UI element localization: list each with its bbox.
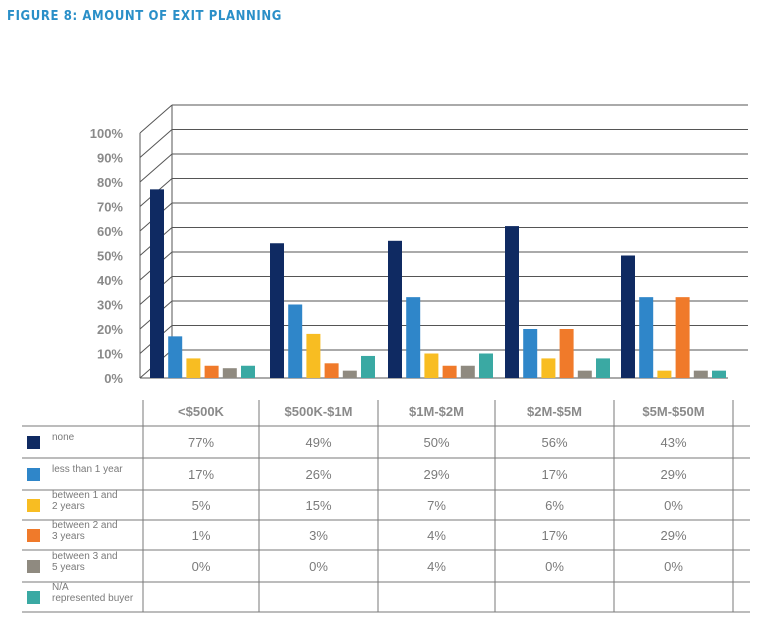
- bar-n-a-represented-buyer: [596, 358, 610, 378]
- table-cell: 26%: [305, 467, 331, 482]
- category-label: $5M-$50M: [642, 404, 704, 419]
- table-cell: 56%: [541, 435, 567, 450]
- bar-between-1-and-2-years: [541, 358, 556, 378]
- category-label: $500K-$1M: [285, 404, 353, 419]
- table-cell: 0%: [664, 559, 683, 574]
- bar-between-1-and-2-years: [657, 370, 672, 378]
- y-tick-label: 0%: [104, 371, 123, 386]
- legend-label: 2 years: [52, 501, 85, 512]
- table-cell: 1%: [192, 528, 211, 543]
- table-cell: 43%: [660, 435, 686, 450]
- category-label: $2M-$5M: [527, 404, 582, 419]
- legend-label: between 1 and: [52, 490, 118, 501]
- bar-none: [621, 255, 635, 378]
- table-cell: 0%: [664, 498, 683, 513]
- bar-between-1-and-2-years: [424, 353, 439, 378]
- table-cell: 3%: [309, 528, 328, 543]
- legend-swatch: [27, 591, 40, 604]
- table-cell: 0%: [545, 559, 564, 574]
- bar-between-2-and-3-years: [204, 365, 219, 378]
- bar-between-2-and-3-years: [324, 363, 339, 378]
- y-tick-label: 90%: [97, 151, 123, 166]
- legend-swatch: [27, 436, 40, 449]
- bar-less-than-1-year: [639, 297, 654, 378]
- bar-between-1-and-2-years: [306, 333, 321, 378]
- table-cell: 50%: [423, 435, 449, 450]
- y-tick-label: 80%: [97, 175, 123, 190]
- table-cell: 17%: [188, 467, 214, 482]
- bar-between-3-and-5-years: [460, 365, 475, 378]
- bar-none: [150, 189, 164, 378]
- table-cell: 4%: [427, 559, 446, 574]
- bar-less-than-1-year: [406, 297, 421, 378]
- bar-less-than-1-year: [288, 304, 303, 378]
- category-label: <$500K: [178, 404, 225, 419]
- grid-diag-80: [139, 153, 173, 183]
- legend-swatch: [27, 560, 40, 573]
- y-tick-label: 70%: [97, 200, 123, 215]
- legend-label: N/A: [52, 582, 69, 593]
- table-cell: 0%: [192, 559, 211, 574]
- legend-swatch: [27, 468, 40, 481]
- table-cell: 7%: [427, 498, 446, 513]
- bar-n-a-represented-buyer: [479, 353, 493, 378]
- legend-swatch: [27, 499, 40, 512]
- legend-label: between 3 and: [52, 551, 118, 562]
- grid-diag-100: [139, 104, 173, 134]
- bar-none: [270, 243, 284, 378]
- legend-swatch: [27, 529, 40, 542]
- grid-diag-90: [139, 129, 173, 158]
- table-cell: 29%: [660, 528, 686, 543]
- legend-label: 3 years: [52, 531, 85, 542]
- y-tick-label: 50%: [97, 249, 123, 264]
- table-cell: 77%: [188, 435, 214, 450]
- legend-label: between 2 and: [52, 520, 118, 531]
- bar-less-than-1-year: [523, 329, 538, 378]
- figure-title: FIGURE 8: AMOUNT OF EXIT PLANNING: [7, 9, 282, 24]
- y-tick-label: 30%: [97, 298, 123, 313]
- table-cell: 15%: [305, 498, 331, 513]
- y-tick-label: 40%: [97, 273, 123, 288]
- y-tick-label: 100%: [90, 126, 124, 141]
- table-cell: 29%: [660, 467, 686, 482]
- table-cell: 17%: [541, 467, 567, 482]
- bar-n-a-represented-buyer: [712, 370, 726, 378]
- bar-between-3-and-5-years: [577, 370, 592, 378]
- legend-label: 5 years: [52, 562, 85, 573]
- bars: [150, 189, 726, 378]
- bar-between-2-and-3-years: [675, 297, 690, 378]
- bar-between-3-and-5-years: [342, 370, 357, 378]
- table-cell: 4%: [427, 528, 446, 543]
- table-cell: 49%: [305, 435, 331, 450]
- bar-between-2-and-3-years: [559, 329, 574, 378]
- bar-less-than-1-year: [168, 336, 183, 378]
- bar-between-2-and-3-years: [442, 365, 457, 378]
- bar-n-a-represented-buyer: [241, 365, 255, 378]
- bar-between-3-and-5-years: [222, 368, 237, 378]
- grid-lines: [139, 104, 748, 379]
- bar-between-3-and-5-years: [693, 370, 708, 378]
- data-table: <$500K $500K-$1M $1M-$2M $2M-$5M $5M-$50M non…: [22, 400, 750, 613]
- legend-label: none: [52, 432, 75, 443]
- table-cell: 5%: [192, 498, 211, 513]
- category-label: $1M-$2M: [409, 404, 464, 419]
- bar-between-1-and-2-years: [186, 358, 201, 378]
- bar-n-a-represented-buyer: [361, 355, 375, 378]
- bar-none: [388, 240, 402, 378]
- table-cell: 29%: [423, 467, 449, 482]
- table-cell: 0%: [309, 559, 328, 574]
- bar-none: [505, 226, 519, 378]
- y-tick-label: 60%: [97, 224, 123, 239]
- legend-label: represented buyer: [52, 593, 134, 604]
- y-tick-label: 20%: [97, 322, 123, 337]
- table-cell: 17%: [541, 528, 567, 543]
- table-cell: 6%: [545, 498, 564, 513]
- y-axis-ticks: 0% 10% 20% 30% 40% 50% 60% 70% 80% 90% 100%: [90, 126, 124, 386]
- y-tick-label: 10%: [97, 347, 123, 362]
- legend-label: less than 1 year: [52, 464, 123, 475]
